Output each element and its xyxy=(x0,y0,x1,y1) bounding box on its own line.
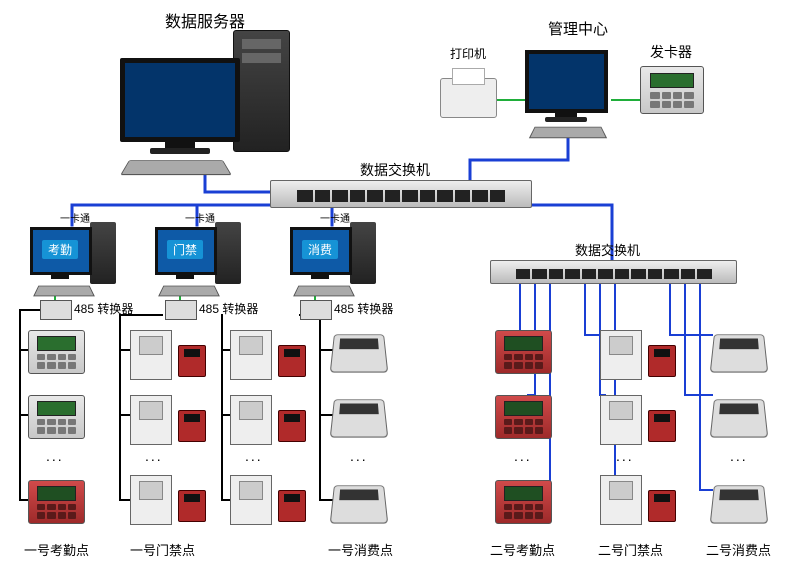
ellipsis: ... xyxy=(350,448,368,464)
label-sub-switch: 数据交换机 xyxy=(575,240,640,259)
node-sub-switch xyxy=(490,260,737,284)
ellipsis: ... xyxy=(616,448,634,464)
access-controller xyxy=(600,475,640,523)
terminal xyxy=(495,480,550,522)
card-reader xyxy=(648,490,674,520)
screen-label-access: 门禁 xyxy=(167,240,203,259)
label-pt1-acc: 一号门禁点 xyxy=(130,540,195,559)
terminal xyxy=(495,395,550,437)
terminal xyxy=(28,395,83,437)
card-reader xyxy=(178,345,204,375)
card-reader xyxy=(648,345,674,375)
diagram-canvas: 数据服务器 打印机 管理中心 发卡器 数据交换机 一卡通 xyxy=(0,0,800,565)
access-controller xyxy=(230,330,270,378)
card-reader xyxy=(278,345,304,375)
node-conv-access xyxy=(165,300,197,320)
ellipsis: ... xyxy=(730,448,748,464)
pos-terminal xyxy=(332,397,384,435)
card-reader xyxy=(178,490,204,520)
label-printer: 打印机 xyxy=(450,45,486,62)
label-main-switch: 数据交换机 xyxy=(360,160,430,180)
label-conv-2: 485 转换器 xyxy=(199,300,258,317)
screen-label-attendance: 考勤 xyxy=(42,240,78,259)
label-card-issuer: 发卡器 xyxy=(650,42,692,62)
label-conv-3: 485 转换器 xyxy=(334,300,393,317)
label-pt2-acc: 二号门禁点 xyxy=(598,540,663,559)
pos-terminal xyxy=(712,332,764,370)
node-main-switch xyxy=(270,180,532,208)
card-reader xyxy=(178,410,204,440)
label-pt1-att: 一号考勤点 xyxy=(24,540,89,559)
node-card-issuer xyxy=(640,66,702,112)
node-ws-access: 门禁 xyxy=(153,222,241,300)
card-reader xyxy=(278,490,304,520)
ellipsis: ... xyxy=(245,448,263,464)
pos-terminal xyxy=(332,332,384,370)
node-conv-consume xyxy=(300,300,332,320)
label-pt2-att: 二号考勤点 xyxy=(490,540,555,559)
node-conv-attendance xyxy=(40,300,72,320)
card-reader xyxy=(278,410,304,440)
label-server: 数据服务器 xyxy=(165,8,245,32)
access-controller xyxy=(230,395,270,443)
access-controller xyxy=(130,330,170,378)
terminal xyxy=(495,330,550,372)
ellipsis: ... xyxy=(46,448,64,464)
ellipsis: ... xyxy=(514,448,532,464)
node-server xyxy=(110,30,290,170)
label-mgmt: 管理中心 xyxy=(548,18,608,39)
access-controller xyxy=(230,475,270,523)
node-printer xyxy=(440,78,495,116)
access-controller xyxy=(600,395,640,443)
ellipsis: ... xyxy=(145,448,163,464)
label-pt1-con: 一号消费点 xyxy=(328,540,393,559)
pos-terminal xyxy=(332,483,384,521)
label-conv-1: 485 转换器 xyxy=(74,300,133,317)
card-reader xyxy=(648,410,674,440)
node-ws-consume: 消费 xyxy=(288,222,376,300)
terminal xyxy=(28,480,83,522)
pos-terminal xyxy=(712,483,764,521)
terminal xyxy=(28,330,83,372)
label-pt2-con: 二号消费点 xyxy=(706,540,771,559)
screen-label-consume: 消费 xyxy=(302,240,338,259)
access-controller xyxy=(130,395,170,443)
node-mgmt-pc xyxy=(520,45,615,135)
pos-terminal xyxy=(712,397,764,435)
access-controller xyxy=(600,330,640,378)
node-ws-attendance: 考勤 xyxy=(28,222,116,300)
access-controller xyxy=(130,475,170,523)
